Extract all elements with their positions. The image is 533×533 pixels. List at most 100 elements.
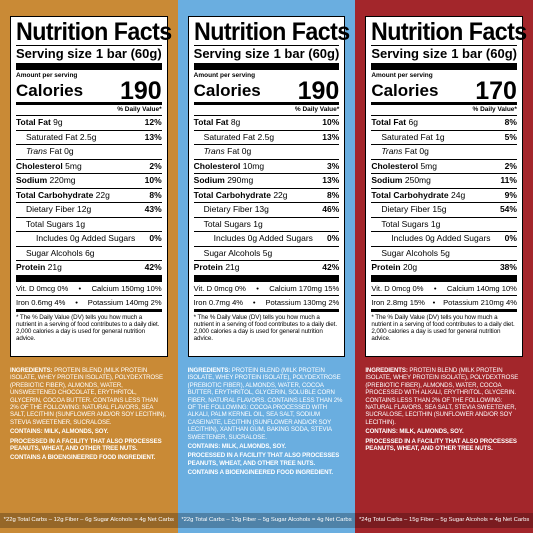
row-total-sugars: Total Sugars 1g [371,216,517,232]
row-added-sugars: Includes 0g Added Sugars 0% [371,231,517,246]
label-text: Vit. D 0mcg 0% [371,283,424,293]
label-text: 12g [77,204,92,214]
label-text: 2.5g [257,131,275,142]
row-added-sugars: Includes 0g Added Sugars 0% [16,231,162,246]
label-text: CONTAINS: MILK, ALMONDS, SOY. [187,443,286,451]
label-text: Total Sugars 1g [381,218,441,229]
row-sugar-alcohols: Sugar Alcohols 6g [16,245,162,261]
serving-size: Serving size 1 bar (60g) [16,46,162,63]
label-text: Fat 0g [402,146,429,156]
label-text: PROTEIN BLEND (MILK PROTEIN ISOLATE, WHE… [10,367,166,426]
label-text: CONTAINS A BIOENGINEERED FOOD INGREDIENT… [10,454,156,462]
label-text: CONTAINS A BIOENGINEERED FOOD INGREDIENT… [187,469,333,477]
label-text: Calcium 170mg 15% [269,283,340,293]
label-text: Sugar Alcohols [26,247,83,258]
label-text: 0% [149,233,162,243]
label-text: 13% [322,131,340,142]
label-text: 0% [504,233,517,243]
label-text: 1 bar (60g) [273,46,340,61]
nutrition-label: Nutrition Facts Serving size 1 bar (60g) … [10,16,172,357]
label-text: Cholesterol [371,160,419,171]
label-text: 6g [85,247,95,258]
label-text: INGREDIENTS: [10,367,53,374]
label-text: 8% [149,189,162,200]
label-text: 22g [273,189,288,200]
ingredients-block: INGREDIENTS: PROTEIN BLEND (MILK PROTEIN… [188,367,346,477]
row-fiber: Dietary Fiber 15g 54% [371,202,517,217]
label-text: 0% [327,233,340,243]
row-total-carb: Total Carbohydrate 22g 8% [193,187,340,203]
row-sodium: Sodium 290mg 13% [193,173,340,188]
label-text: Includes 0g Added Sugars [213,233,313,243]
label-text: Trans [203,146,225,156]
ingredients-block: INGREDIENTS: PROTEIN BLEND (MILK PROTEIN… [10,367,168,462]
label-text: 8g [230,117,241,127]
label-text: 5g [262,247,273,258]
label-text: Iron 0.6mg 4% [16,297,66,307]
label-text: Dietary Fiber [381,204,430,214]
serving-size: Serving size 1 bar (60g) [371,46,517,63]
label-text: Sodium [193,175,225,185]
label-text: 5% [504,131,517,142]
label-text: CONTAINS: MILK, ALMONDS, SOY. [10,428,109,436]
label-text: 3% [327,160,340,171]
row-vitamins-1: Vit. D 0mcg 0% • Calcium 150mg 10% [16,283,162,293]
label-text: 20g [402,262,418,272]
label-text: 42% [322,262,340,272]
nutrition-label: Nutrition Facts Serving size 1 bar (60g) … [187,16,350,357]
label-text: 10mg [242,160,265,171]
label-text: Total Sugars 1g [26,218,86,229]
row-vitamins-2: Iron 0.6mg 4% • Potassium 140mg 2% [16,294,162,309]
row-total-carb: Total Carbohydrate 22g 8% [16,187,162,203]
row-trans-fat: Trans Fat 0g [16,144,162,159]
row-cholesterol: Cholesterol 10mg 3% [193,158,340,174]
label-text: 46% [322,204,340,214]
label-text: PROTEIN BLEND (MILK PROTEIN ISOLATE, WHE… [187,367,343,441]
label-text: Total Carbohydrate [193,189,271,200]
row-vitamins-2: Iron 0.7mg 4% • Potassium 130mg 2% [193,294,340,309]
dv-footnote: * The % Daily Value (DV) tells you how m… [193,313,337,343]
label-text: 12% [144,117,162,127]
calories-value: 170 [475,77,517,105]
label-text: Calcium 140mg 10% [446,283,517,293]
label-text: CONTAINS: MILK, ALMONDS, SOY. [365,428,464,436]
row-sodium: Sodium 220mg 10% [16,173,162,188]
label-text: 43% [144,204,162,214]
net-carbs-note: *22g Total Carbs – 13g Fiber – 5g Sugar … [177,513,356,528]
ingredients-block: INGREDIENTS: PROTEIN BLEND (MILK PROTEIN… [365,367,523,452]
row-cholesterol: Cholesterol 5mg 2% [16,158,162,174]
label-text: Trans [381,146,403,156]
row-protein: Protein 21g 42% [193,260,340,275]
row-total-carb: Total Carbohydrate 24g 9% [371,187,517,203]
dv-header: % Daily Value* [117,106,162,113]
row-protein: Protein 20g 38% [371,260,517,275]
row-sodium: Sodium 250mg 11% [371,173,517,188]
label-text: INGREDIENTS: [365,367,408,374]
row-total-fat: Total Fat 6g 8% [371,115,517,130]
label-text: 10% [144,175,162,185]
label-text: 220mg [49,175,76,185]
label-text: Serving size [16,46,92,61]
label-text: 2% [149,160,162,171]
label-text: 1 bar (60g) [451,46,517,61]
label-text: Sodium [371,175,403,185]
label-text: Trans [26,146,48,156]
label-title: Nutrition Facts [371,18,528,46]
label-text: 2% [504,160,517,171]
label-text: Iron 2.8mg 15% [371,297,425,307]
label-text: Sugar Alcohols [381,247,439,258]
dv-footnote: * The % Daily Value (DV) tells you how m… [16,313,160,343]
label-text: Calories [371,81,439,100]
label-text: 8% [327,189,340,200]
label-text: Dietary Fiber [26,204,75,214]
label-text: Fat 0g [47,146,74,156]
label-text: 9% [504,189,517,200]
label-text: 15g [432,204,447,214]
calories-value: 190 [297,77,340,105]
label-text: Vit. D 0mcg 0% [193,283,246,293]
label-text: 8% [504,117,517,127]
label-text: 13g [254,204,269,214]
label-text: Potassium 130mg 2% [265,297,340,307]
label-text: 11% [500,175,517,185]
